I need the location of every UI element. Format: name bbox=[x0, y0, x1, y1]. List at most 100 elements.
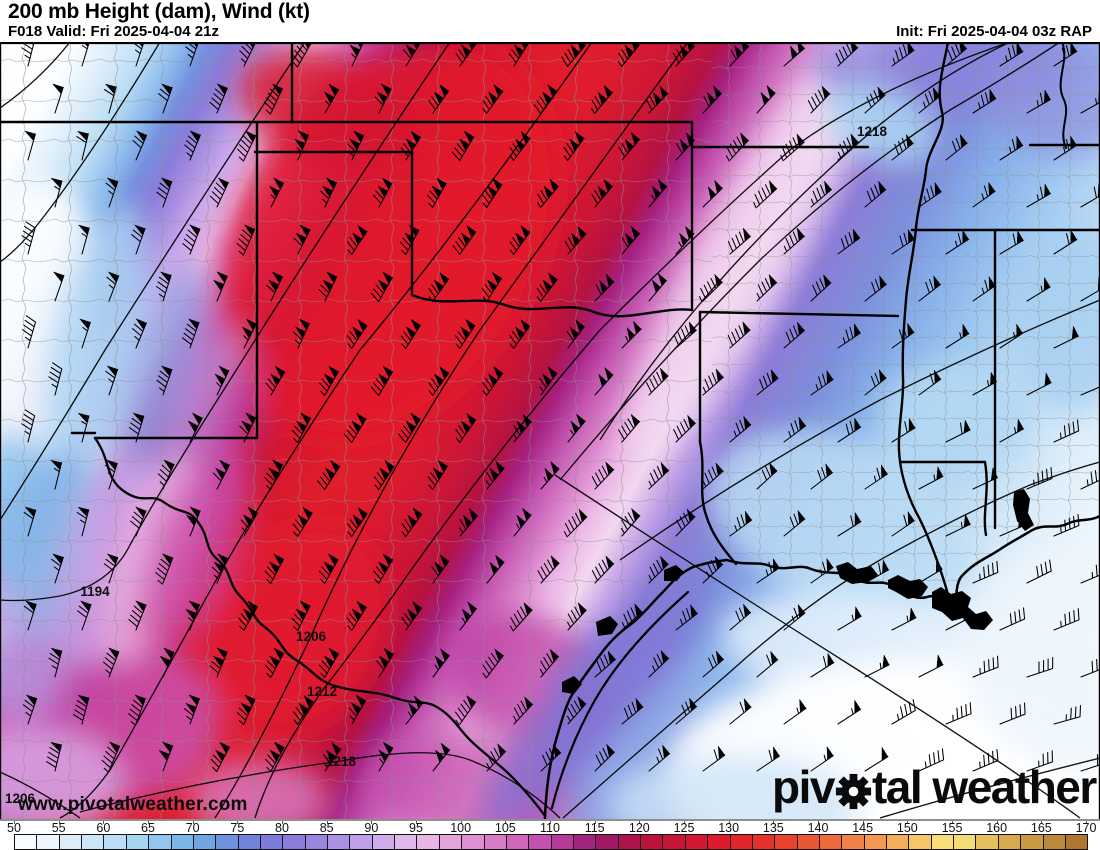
colorbar-cell bbox=[439, 835, 463, 849]
colorbar-cell bbox=[37, 835, 60, 849]
wind-barbs bbox=[21, 42, 1100, 773]
colorbar-tickmark bbox=[416, 821, 417, 824]
colorbar-cell bbox=[976, 835, 999, 849]
colorbar-tick-label: 65 bbox=[141, 821, 155, 835]
colorbar-cell bbox=[685, 835, 709, 849]
colorbar-cell bbox=[82, 835, 105, 849]
colorbar-tick-label: 70 bbox=[185, 821, 200, 835]
colorbar-cell bbox=[193, 835, 217, 849]
colorbar-cell bbox=[350, 835, 373, 849]
colorbar-tick-label: 100 bbox=[450, 821, 472, 835]
colorbar-tickmark bbox=[192, 821, 194, 824]
colorbar-cell bbox=[864, 835, 888, 849]
colorbar-cell bbox=[730, 835, 753, 849]
tennessee-river bbox=[1059, 42, 1068, 149]
colorbar-tick-label: 155 bbox=[941, 821, 963, 835]
colorbar-cell bbox=[149, 835, 172, 849]
rio-grande-river bbox=[93, 436, 547, 818]
colorbar-tick-label: 80 bbox=[275, 821, 289, 835]
gear-icon bbox=[835, 773, 872, 809]
colorbar-cell bbox=[641, 835, 664, 849]
colorbar-cell bbox=[260, 835, 284, 849]
colorbar-tickmark bbox=[14, 821, 15, 824]
colorbar-cell bbox=[842, 835, 865, 849]
colorbar-cell bbox=[417, 835, 440, 849]
colorbar-tickmark bbox=[103, 821, 105, 824]
colorbar-cell bbox=[752, 835, 776, 849]
colorbar-tick-label: 135 bbox=[762, 821, 784, 835]
colorbar-tick-label: 150 bbox=[896, 821, 918, 835]
colorbar-cell bbox=[909, 835, 932, 849]
colorbar-cell bbox=[998, 835, 1022, 849]
colorbar-cell bbox=[618, 835, 642, 849]
colorbar-cell bbox=[372, 835, 396, 849]
colorbar-cell bbox=[484, 835, 507, 849]
contour-label: 1218 bbox=[857, 124, 888, 139]
colorbar-tickmark bbox=[282, 821, 283, 824]
map-header: 200 mb Height (dam), Wind (kt) F018 Vali… bbox=[0, 0, 1100, 42]
colorbar-cell bbox=[462, 835, 485, 849]
colorbar-cell bbox=[216, 835, 239, 849]
colorbar-tickmark bbox=[460, 821, 462, 824]
colorbar-tick-label: 125 bbox=[673, 821, 695, 835]
colorbar-cell bbox=[931, 835, 955, 849]
barrier-islands bbox=[550, 590, 690, 810]
colorbar-tick-label: 85 bbox=[319, 821, 334, 835]
map-frame bbox=[0, 42, 1100, 819]
colorbar-tick-label: 115 bbox=[584, 821, 605, 835]
colorbar-axis: 50 55 60 65 70 75 80 85 90 95 100 105 110 115 120 125 13… bbox=[0, 819, 1100, 835]
logo-text-suffix: tal weather bbox=[871, 761, 1097, 813]
colorbar-cell bbox=[1065, 835, 1088, 849]
colorbar-cell bbox=[506, 835, 530, 849]
watermark-url: www.pivotalweather.com bbox=[18, 794, 248, 815]
colorbar-tickmark bbox=[952, 821, 953, 824]
colorbar-cell bbox=[663, 835, 686, 849]
mississippi-river bbox=[897, 42, 951, 600]
colorbar-cell bbox=[126, 835, 150, 849]
colorbar-tickmark bbox=[594, 821, 596, 824]
colorbar-tickmark bbox=[505, 821, 507, 824]
colorbar-tickmark bbox=[818, 821, 819, 824]
colorbar-tickmark bbox=[907, 821, 909, 824]
colorbar-tick-label: 75 bbox=[230, 821, 245, 835]
coastal-water-bodies bbox=[562, 489, 1034, 694]
contour-label: 1206 bbox=[5, 791, 36, 806]
pivotal-weather-logo: piv tal weather bbox=[772, 761, 1097, 813]
colorbar-tick-label: 50 bbox=[7, 821, 21, 835]
colorbar-cell bbox=[573, 835, 597, 849]
colorbar-cell bbox=[819, 835, 843, 849]
colorbar-tick-label: 55 bbox=[51, 821, 66, 835]
colorbar-tickmark bbox=[996, 821, 998, 824]
colorbar-cell bbox=[395, 835, 418, 849]
logo-text-prefix: piv bbox=[772, 761, 835, 813]
colorbar-cell bbox=[171, 835, 194, 849]
model-init-label: Init: Fri 2025-04-04 03z RAP bbox=[896, 23, 1092, 40]
colorbar-cell bbox=[1021, 835, 1044, 849]
colorbar-tickmark bbox=[862, 821, 864, 824]
colorbar bbox=[14, 834, 1088, 850]
colorbar-tick-label: 165 bbox=[1030, 821, 1052, 835]
colorbar-tickmark bbox=[639, 821, 641, 824]
contour-label: 1212 bbox=[307, 684, 337, 699]
colorbar-tickmark bbox=[1086, 821, 1087, 824]
colorbar-cell bbox=[775, 835, 798, 849]
colorbar-cell bbox=[887, 835, 910, 849]
colorbar-tickmark bbox=[684, 821, 685, 824]
colorbar-tickmark bbox=[1041, 821, 1043, 824]
colorbar-cell bbox=[305, 835, 329, 849]
colorbar-tickmark bbox=[237, 821, 239, 824]
colorbar-tick-label: 160 bbox=[986, 821, 1008, 835]
colorbar-tickmark bbox=[371, 821, 373, 824]
colorbar-tick-label: 60 bbox=[96, 821, 111, 835]
map-canvas: 1194 1206 1212 1218 1206 1218 bbox=[0, 42, 1100, 819]
colorbar-tick-label: 95 bbox=[409, 821, 423, 835]
colorbar-cell bbox=[1043, 835, 1066, 849]
forecast-valid-label: F018 Valid: Fri 2025-04-04 21z bbox=[8, 23, 219, 40]
colorbar-cell bbox=[328, 835, 351, 849]
map-title: 200 mb Height (dam), Wind (kt) bbox=[8, 0, 310, 23]
colorbar-tick-label: 130 bbox=[718, 821, 740, 835]
colorbar-tick-label: 110 bbox=[540, 821, 560, 835]
colorbar-cell bbox=[15, 835, 38, 849]
